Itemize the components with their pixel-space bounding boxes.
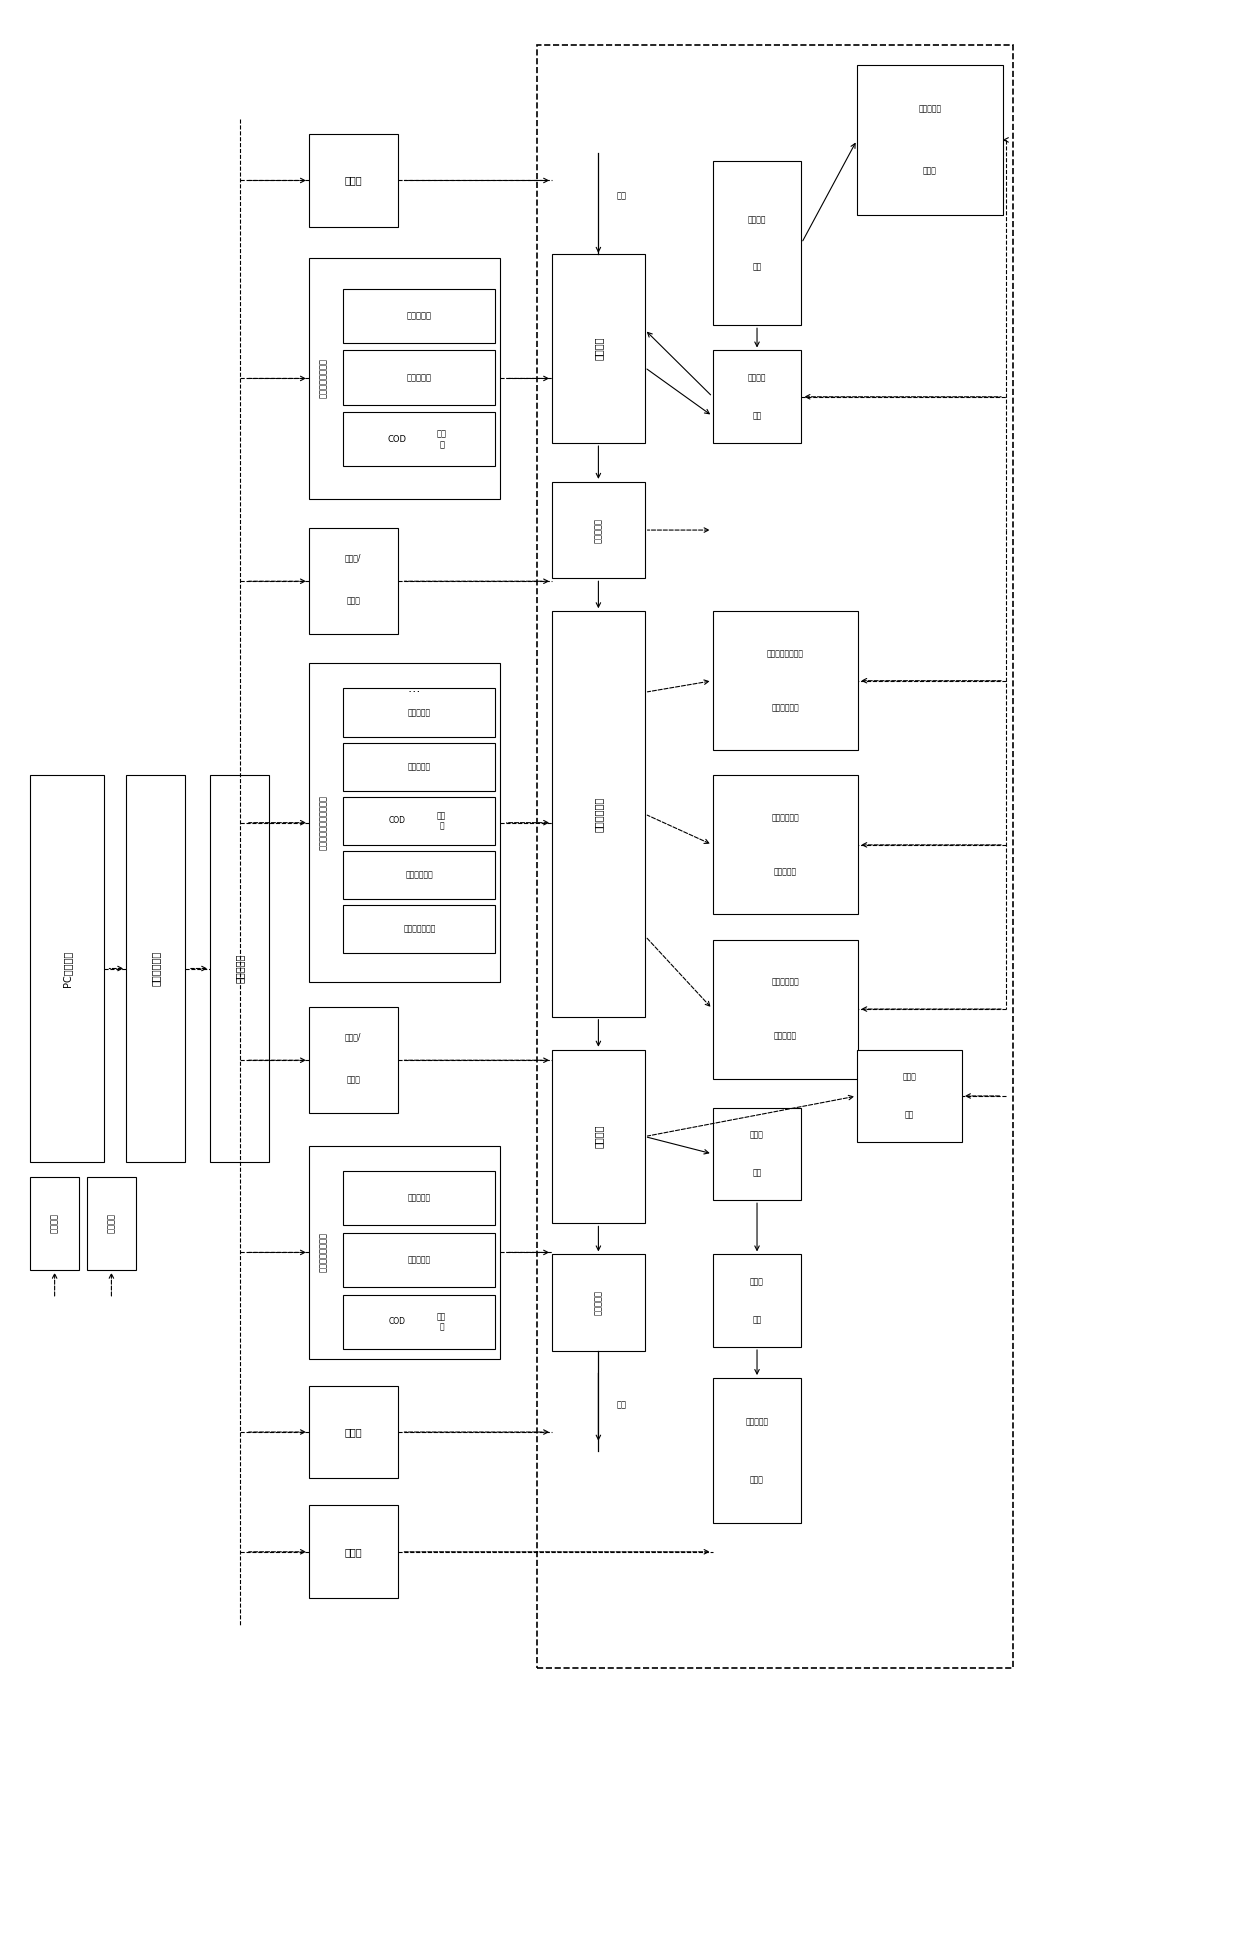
Text: 出水截污闸: 出水截污闸	[594, 1290, 603, 1315]
Bar	[343, 1296, 495, 1348]
Text: 氨氮监测仪: 氨氮监测仪	[407, 312, 432, 320]
Text: …: …	[408, 281, 420, 292]
Text: 出水调节池: 出水调节池	[745, 1418, 769, 1426]
Bar	[343, 796, 495, 845]
Bar	[713, 1377, 801, 1522]
Bar	[343, 850, 495, 899]
Bar	[309, 1007, 398, 1114]
Text: 进水水池: 进水水池	[594, 337, 604, 360]
Text: 出水水池: 出水水池	[594, 1125, 604, 1149]
Bar	[713, 161, 801, 325]
Text: 总磷监测仪: 总磷监测仪	[408, 761, 432, 771]
Bar	[126, 775, 186, 1162]
Text: 电流控制器: 电流控制器	[774, 1032, 797, 1040]
Text: 数据采集仪: 数据采集仪	[234, 953, 244, 984]
Text: 水位计: 水位计	[346, 597, 361, 604]
Text: 水位计: 水位计	[345, 1428, 362, 1437]
Text: 出水调: 出水调	[750, 1276, 764, 1286]
Text: 显示设备: 显示设备	[50, 1213, 60, 1234]
Text: 鼓气鼓风控制设备: 鼓气鼓风控制设备	[766, 649, 804, 659]
Text: 出水: 出水	[618, 1400, 627, 1410]
Text: 进水: 进水	[618, 192, 627, 200]
Text: 流量计/: 流量计/	[345, 1032, 362, 1042]
Bar	[343, 905, 495, 953]
Bar	[343, 688, 495, 736]
Bar	[30, 1178, 79, 1271]
Text: 节池: 节池	[753, 261, 761, 271]
Text: 进水水质监测仪表: 进水水质监测仪表	[319, 358, 329, 399]
Bar	[713, 351, 801, 444]
Text: 变电流控制器: 变电流控制器	[771, 703, 800, 713]
Bar	[343, 1234, 495, 1288]
Bar	[713, 612, 858, 750]
Text: 水泵: 水泵	[905, 1110, 914, 1120]
Bar	[309, 529, 398, 633]
Bar	[537, 45, 1013, 1668]
Text: 溶解氧监测仪: 溶解氧监测仪	[405, 870, 433, 879]
Text: 放水网: 放水网	[750, 1474, 764, 1484]
Bar	[309, 134, 398, 227]
Text: 出水调: 出水调	[750, 1129, 764, 1139]
Text: 电流控制器: 电流控制器	[774, 868, 797, 876]
Bar	[210, 775, 269, 1162]
Bar	[343, 351, 495, 405]
Text: 物料投加设备: 物料投加设备	[771, 978, 800, 986]
Text: 进水调节池: 进水调节池	[919, 105, 941, 114]
Text: 总磷监测仪: 总磷监测仪	[408, 1255, 432, 1265]
Text: 监测
仪: 监测 仪	[436, 430, 446, 449]
Text: 氨氮监测仪: 氨氮监测仪	[408, 1193, 432, 1203]
Bar	[343, 1172, 495, 1226]
Text: 监测
仪: 监测 仪	[436, 1311, 446, 1331]
Bar	[309, 662, 500, 982]
Text: 搅拌控制设备: 搅拌控制设备	[771, 814, 800, 823]
Text: 应急抽: 应急抽	[903, 1073, 916, 1081]
Text: 节泵: 节泵	[753, 411, 761, 420]
Text: 节池: 节池	[753, 1315, 761, 1325]
Text: PC处理设备: PC处理设备	[62, 951, 72, 986]
Bar	[552, 612, 645, 1017]
Text: 出水水质监测仪表: 出水水质监测仪表	[319, 1232, 329, 1273]
Text: COD: COD	[388, 815, 405, 825]
Bar	[343, 742, 495, 790]
Text: 数据传输设备: 数据传输设备	[151, 951, 161, 986]
Text: 流量计/: 流量计/	[345, 554, 362, 562]
Text: COD: COD	[388, 434, 407, 444]
Bar	[343, 413, 495, 467]
Text: 放水阀: 放水阀	[923, 167, 936, 176]
Bar	[713, 775, 858, 914]
Bar	[309, 258, 500, 500]
Bar	[309, 1505, 398, 1598]
Text: 节泵: 节泵	[753, 1168, 761, 1178]
Bar	[713, 1255, 801, 1346]
Text: 进水调节: 进水调节	[748, 374, 766, 382]
Bar	[552, 1050, 645, 1224]
Text: 污水处理设施: 污水处理设施	[594, 796, 604, 831]
Text: 水位计: 水位计	[346, 1075, 361, 1085]
Text: …: …	[408, 682, 420, 695]
Bar	[552, 254, 645, 444]
Bar	[552, 482, 645, 579]
Text: 工艺设施内水质监测仪表: 工艺设施内水质监测仪表	[319, 796, 329, 850]
Text: 进水控制泵: 进水控制泵	[594, 517, 603, 542]
Bar	[343, 289, 495, 343]
Bar	[713, 939, 858, 1079]
Bar	[309, 1147, 500, 1358]
Text: 监测
仪: 监测 仪	[436, 812, 446, 831]
Text: 水位计: 水位计	[345, 1548, 362, 1557]
Text: 总磷监测仪: 总磷监测仪	[407, 374, 432, 382]
Text: COD: COD	[388, 1317, 405, 1327]
Bar	[552, 1255, 645, 1350]
Bar	[713, 1108, 801, 1201]
Text: 污泥浓度监测仪: 污泥浓度监测仪	[403, 924, 435, 934]
Text: 氨氮监测仪: 氨氮监测仪	[408, 709, 432, 717]
Bar	[857, 64, 1003, 215]
Bar	[87, 1178, 136, 1271]
Text: 存储设备: 存储设备	[107, 1213, 115, 1234]
Bar	[857, 1050, 962, 1143]
Bar	[30, 775, 104, 1162]
Text: 进水调节: 进水调节	[748, 215, 766, 225]
Bar	[309, 1385, 398, 1478]
Text: 水位计: 水位计	[345, 176, 362, 186]
